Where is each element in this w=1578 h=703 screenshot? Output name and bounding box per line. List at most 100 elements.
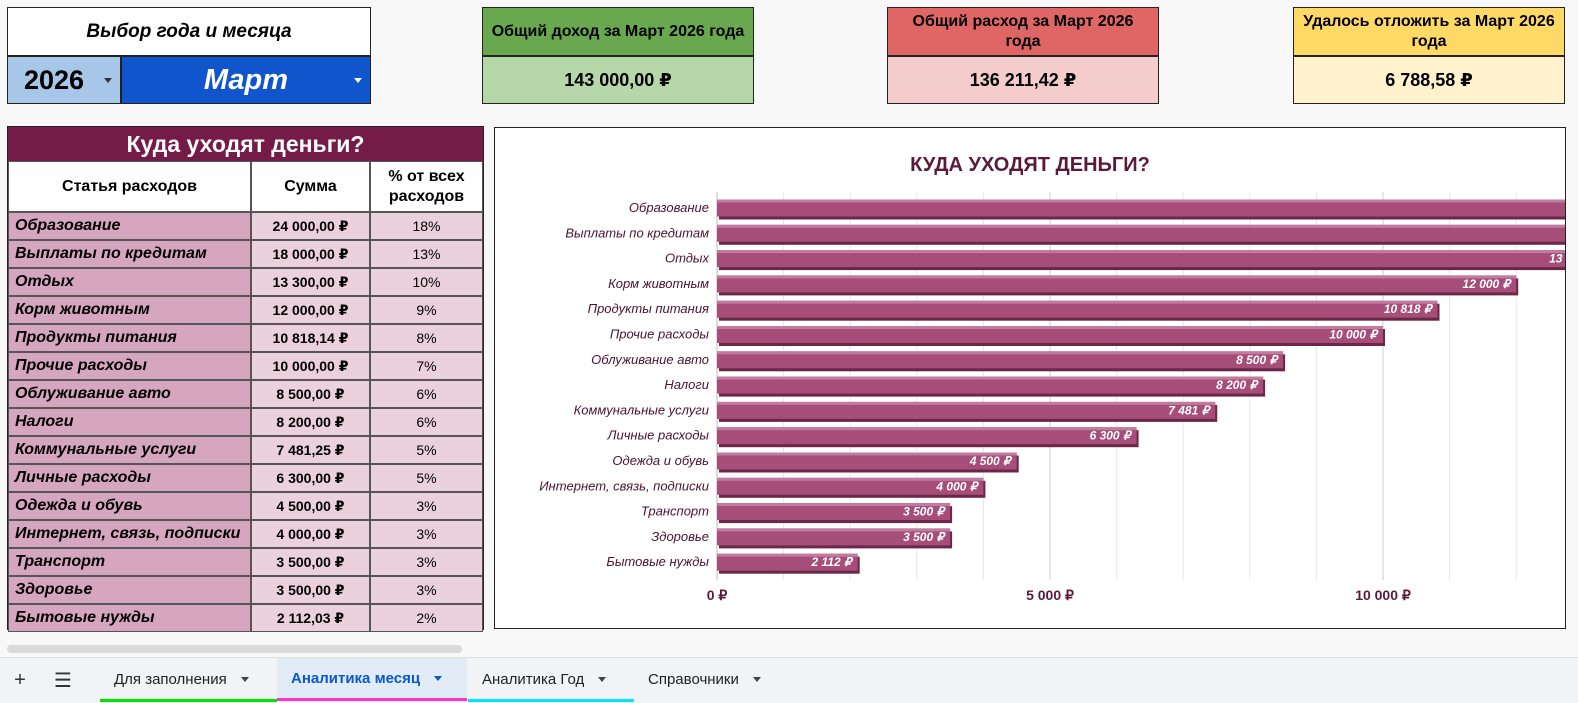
bar (717, 477, 984, 495)
horizontal-scrollbar[interactable] (7, 645, 462, 653)
category-label: Личные расходы (607, 428, 710, 443)
row-percent: 3% (370, 576, 483, 604)
bar-value-label: 6 300 ₽ (1090, 429, 1133, 443)
row-sum: 7 481,25 ₽ (251, 436, 370, 464)
bar-value-label: 3 500 ₽ (903, 530, 946, 544)
category-label: Отдых (665, 251, 710, 266)
row-sum: 10 000,00 ₽ (251, 352, 370, 380)
chevron-down-icon[interactable] (598, 676, 607, 682)
bar-highlight (717, 401, 1216, 405)
year-value: 2026 (24, 64, 85, 95)
column-header-percent: % от всех расходов (370, 161, 483, 212)
row-percent: 10% (370, 268, 483, 296)
row-sum: 4 500,00 ₽ (251, 492, 370, 520)
income-card-value: 143 000,00 ₽ (482, 56, 754, 104)
bar-value-label: 7 481 ₽ (1168, 403, 1211, 417)
bar-highlight (717, 351, 1284, 355)
row-sum: 6 300,00 ₽ (251, 464, 370, 492)
expense-card-value: 136 211,42 ₽ (887, 56, 1159, 104)
period-selector-title: Выбор года и месяца (7, 7, 371, 56)
x-tick-label: 10 000 ₽ (1355, 587, 1411, 603)
row-sum: 13 300,00 ₽ (251, 268, 370, 296)
category-label: Прочие расходы (610, 327, 710, 342)
column-header-category: Статья расходов (8, 161, 251, 212)
savings-card-title: Удалось отложить за Март 2026 года (1293, 7, 1565, 56)
bar (717, 326, 1383, 343)
row-category: Корм животным (8, 296, 251, 324)
expense-card-title: Общий расход за Март 2026 года (887, 7, 1159, 56)
row-sum: 4 000,00 ₽ (251, 520, 370, 548)
table-title: Куда уходят деньги? (8, 127, 483, 161)
row-percent: 5% (370, 464, 483, 492)
table-row: Транспорт 3 500,00 ₽3% (8, 548, 483, 576)
sheet-tab[interactable]: Справочники (634, 658, 784, 700)
bar-highlight (717, 250, 1565, 254)
chevron-down-icon[interactable] (240, 676, 249, 682)
chevron-down-icon[interactable] (434, 676, 443, 681)
row-sum: 8 500,00 ₽ (251, 380, 370, 408)
x-tick-label: 0 ₽ (707, 587, 728, 603)
row-sum: 18 000,00 ₽ (251, 240, 370, 268)
row-category: Продукты питания (8, 324, 251, 352)
month-dropdown[interactable]: Март (121, 56, 371, 104)
bar-highlight (717, 452, 1017, 456)
sheet-tab[interactable]: Для заполнения (100, 658, 277, 702)
chevron-down-icon (354, 78, 362, 83)
expenses-table: Куда уходят деньги? Статья расходов Сумм… (7, 126, 484, 632)
table-row: Образование 24 000,00 ₽18% (8, 212, 483, 240)
category-label: Корм животным (608, 276, 709, 291)
bar (717, 401, 1216, 419)
year-dropdown[interactable]: 2026 (7, 56, 121, 104)
bar-value-label: 8 200 ₽ (1216, 378, 1259, 392)
row-percent: 9% (370, 296, 483, 324)
bar-value-label: 8 500 ₽ (1236, 353, 1279, 367)
bar-value-label: 13 300 ₽ (1549, 252, 1565, 266)
row-category: Облуживание авто (8, 380, 251, 408)
category-label: Образование (629, 200, 709, 215)
bar-highlight (717, 376, 1264, 380)
tab-color-indicator (100, 699, 277, 702)
bar-value-label: 3 500 ₽ (903, 505, 946, 519)
sheet-tab-label: Аналитика Год (482, 670, 585, 688)
row-percent: 7% (370, 352, 483, 380)
bar-highlight (717, 427, 1137, 431)
category-label: Коммунальные услуги (574, 402, 709, 417)
row-sum: 12 000,00 ₽ (251, 296, 370, 324)
row-percent: 3% (370, 548, 483, 576)
savings-card-value: 6 788,58 ₽ (1293, 56, 1565, 104)
row-percent: 6% (370, 408, 483, 436)
plus-icon[interactable]: + (14, 668, 26, 691)
month-value: Март (203, 63, 289, 96)
row-category: Интернет, связь, подписки (8, 520, 251, 548)
category-label: Транспорт (641, 504, 709, 519)
tab-color-indicator (277, 698, 467, 701)
row-sum: 3 500,00 ₽ (251, 576, 370, 604)
sheet-tab-bar: + ☰ Для заполнения Аналитика месяц Аналити… (0, 657, 1578, 703)
chevron-down-icon[interactable] (752, 676, 761, 682)
table-row: Личные расходы 6 300,00 ₽5% (8, 464, 483, 492)
table-row: Одежда и обувь 4 500,00 ₽3% (8, 492, 483, 520)
bar (717, 224, 1565, 242)
row-percent: 3% (370, 492, 483, 520)
table-row: Интернет, связь, подписки 4 000,00 ₽3% (8, 520, 483, 548)
bar-highlight (717, 553, 858, 557)
bar-highlight (717, 477, 984, 481)
row-category: Транспорт (8, 548, 251, 576)
bar-highlight (717, 224, 1565, 228)
bar (717, 553, 858, 571)
row-category: Налоги (8, 408, 251, 436)
row-category: Прочие расходы (8, 352, 251, 380)
bar (717, 427, 1137, 445)
row-percent: 6% (370, 380, 483, 408)
row-percent: 2% (370, 604, 483, 632)
sheet-tab-label: Справочники (648, 670, 739, 688)
bar (717, 275, 1517, 293)
bar-value-label: 4 500 ₽ (969, 454, 1013, 468)
menu-icon[interactable]: ☰ (54, 669, 72, 692)
sheet-tab[interactable]: Аналитика Год (468, 658, 634, 702)
chevron-down-icon (104, 78, 112, 83)
row-sum: 2 112,03 ₽ (251, 604, 370, 632)
bar (717, 503, 951, 521)
sheet-tab[interactable]: Аналитика месяц (277, 658, 467, 701)
